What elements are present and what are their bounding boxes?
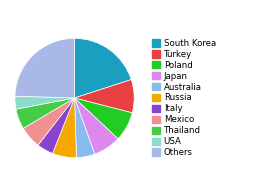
Wedge shape: [75, 38, 131, 98]
Wedge shape: [75, 80, 134, 113]
Wedge shape: [15, 96, 75, 109]
Wedge shape: [75, 98, 95, 158]
Wedge shape: [16, 98, 75, 128]
Wedge shape: [38, 98, 75, 153]
Wedge shape: [23, 98, 75, 145]
Wedge shape: [75, 98, 118, 154]
Legend: South Korea, Turkey, Poland, Japan, Australia, Russia, Italy, Mexico, Thailand, : South Korea, Turkey, Poland, Japan, Aust…: [151, 38, 217, 158]
Wedge shape: [75, 98, 132, 139]
Wedge shape: [15, 38, 75, 98]
Wedge shape: [53, 98, 76, 158]
